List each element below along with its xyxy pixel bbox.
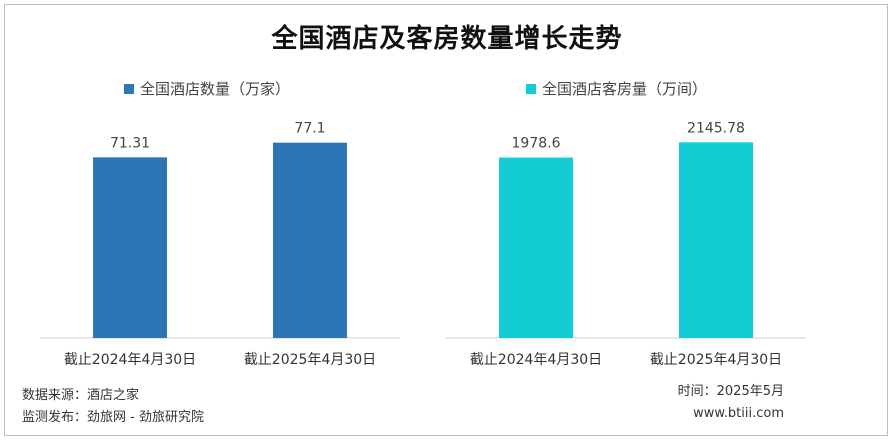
- data-label: 2145.78: [687, 120, 745, 136]
- data-label: 77.1: [294, 121, 325, 137]
- category-label: 截止2024年4月30日: [64, 352, 196, 368]
- publish-time: 时间：2025年5月: [677, 384, 784, 399]
- room-count-chart: 全国酒店客房量（万间） 1978.6 截止2024年4月30日 2145.78 截止2…: [436, 70, 816, 380]
- data-source: 数据来源：酒店之家: [22, 388, 140, 403]
- legend-label: 全国酒店客房量（万间）: [542, 80, 708, 98]
- legend-swatch: [526, 83, 536, 94]
- data-label: 1978.6: [512, 136, 561, 152]
- bar: [679, 142, 753, 338]
- chart-title: 全国酒店及客房数量增长走势: [271, 24, 623, 54]
- legend-label: 全国酒店数量（万家）: [140, 80, 291, 98]
- room-count-plot: 1978.6 截止2024年4月30日 2145.78 截止2025年4月30日: [446, 120, 806, 368]
- category-label: 截止2025年4月30日: [650, 352, 782, 368]
- bar: [93, 157, 167, 338]
- footer-left: 数据来源：酒店之家 监测发布：劲旅网 - 劲旅研究院: [22, 385, 204, 429]
- legend-swatch: [124, 83, 134, 94]
- hotel-count-plot: 71.31 截止2024年4月30日 77.1 截止2025年4月30日: [40, 121, 400, 368]
- category-label: 截止2025年4月30日: [244, 352, 376, 368]
- bar: [499, 157, 573, 338]
- footer-right: 时间：2025年5月 www.btiii.com: [672, 381, 784, 425]
- website: www.btiii.com: [693, 406, 784, 421]
- hotel-count-chart: 全国酒店数量（万家） 71.31 截止2024年4月30日 77.1 截止2025年4…: [30, 70, 410, 380]
- category-label: 截止2024年4月30日: [470, 352, 602, 368]
- bar: [273, 142, 347, 338]
- publisher: 监测发布：劲旅网 - 劲旅研究院: [22, 410, 204, 425]
- data-label: 71.31: [110, 135, 150, 151]
- hotel-count-legend: 全国酒店数量（万家）: [124, 78, 290, 99]
- room-count-legend: 全国酒店客房量（万间）: [526, 78, 707, 99]
